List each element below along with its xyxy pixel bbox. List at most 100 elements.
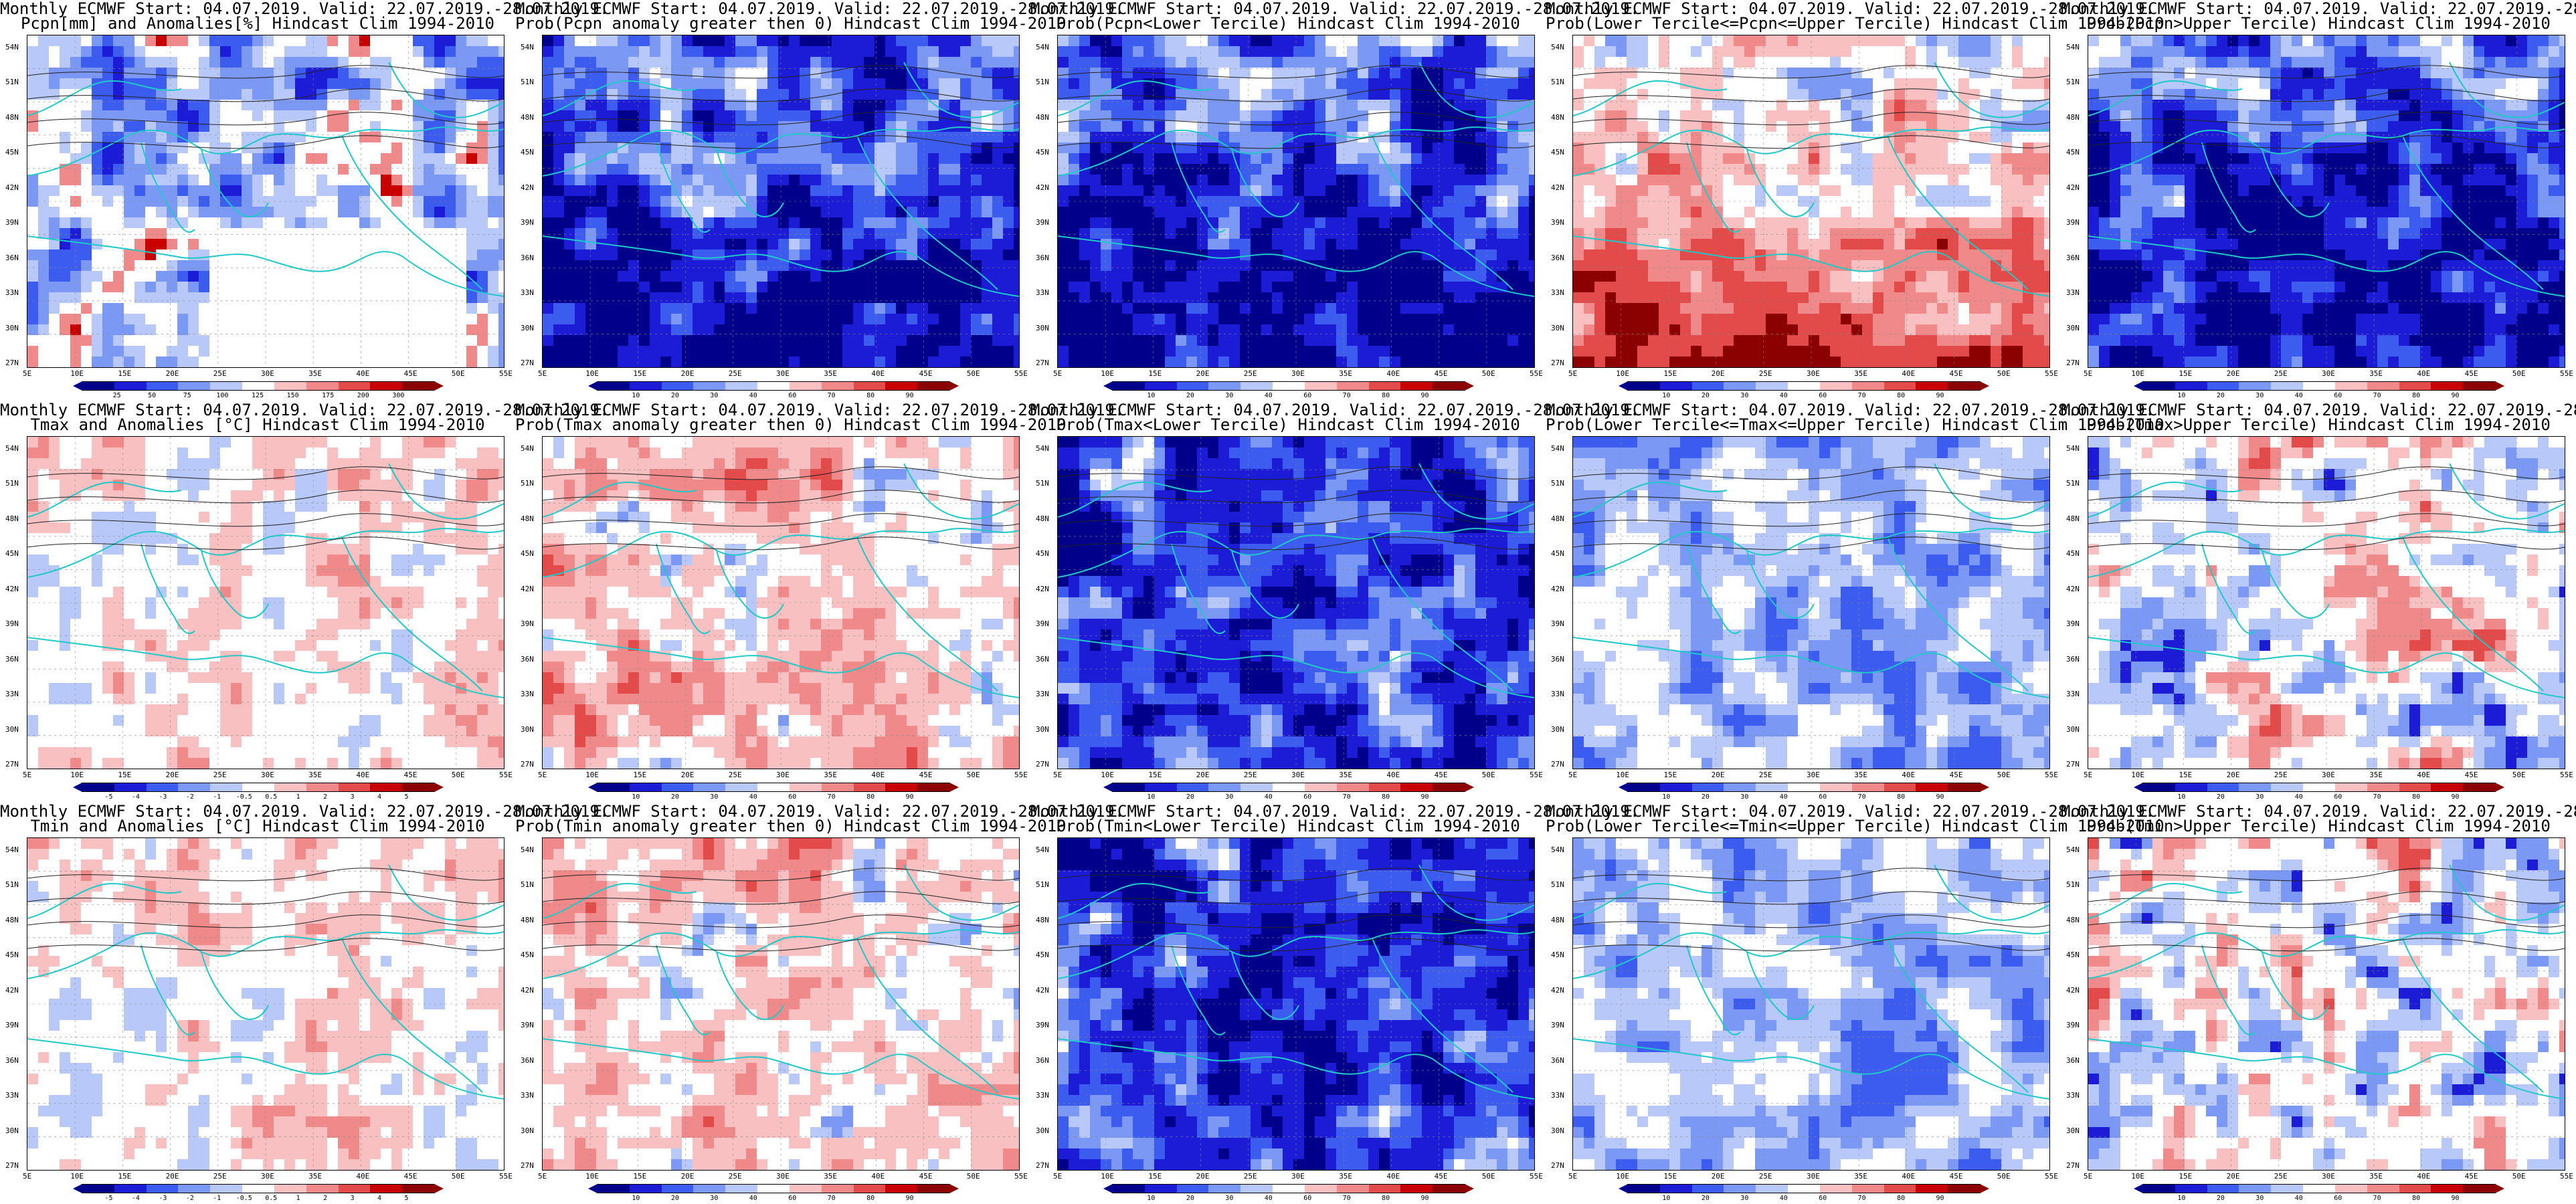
- panel-title-line1: Monthly ECMWF Start: 04.07.2019. Valid: …: [1030, 803, 1639, 820]
- longitude-label: 30E: [776, 771, 790, 779]
- colorbar-tick-label: 60: [2334, 392, 2342, 399]
- colorbar-tick-label: 90: [906, 1195, 914, 1202]
- longitude-label: 5E: [1568, 771, 1577, 779]
- latitude-label: 54N: [521, 444, 534, 453]
- latitude-label: 54N: [521, 845, 534, 854]
- colorbar-tick-label: 10: [1147, 1195, 1155, 1202]
- latitude-label: 45N: [5, 148, 19, 157]
- colorbar-swatch: [2367, 1185, 2399, 1193]
- latitude-label: 42N: [1036, 183, 1049, 192]
- colorbar-swatch: [821, 783, 854, 791]
- panel-title-line2: Prob(Tmax anomaly greater then 0) Hindca…: [515, 416, 1067, 433]
- colorbar-swatch: [2431, 1185, 2464, 1193]
- panel-title-line1: Monthly ECMWF Start: 04.07.2019. Valid: …: [2061, 401, 2576, 419]
- latitude-label: 30N: [521, 1126, 534, 1135]
- longitude-label: 25E: [213, 369, 227, 378]
- panel-title-line1: Monthly ECMWF Start: 04.07.2019. Valid: …: [515, 0, 1124, 17]
- longitude-label: 5E: [538, 1172, 547, 1181]
- colorbar-tick-label: 60: [1303, 392, 1311, 399]
- latitude-label: 39N: [521, 619, 534, 628]
- colorbar-swatch: [402, 783, 434, 791]
- latitude-label: 39N: [5, 1021, 19, 1029]
- latitude-label: 33N: [521, 288, 534, 297]
- panel-title-line1: Monthly ECMWF Start: 04.07.2019. Valid: …: [1546, 401, 2154, 419]
- forecast-map: [27, 436, 504, 769]
- map-panel: Monthly ECMWF Start: 04.07.2019. Valid: …: [1030, 0, 1639, 401]
- forecast-map: [1057, 35, 1535, 368]
- longitude-label: 15E: [633, 771, 646, 779]
- latitude-label: 36N: [2066, 655, 2080, 664]
- longitude-label: 5E: [1568, 1172, 1577, 1181]
- latitude-label: 27N: [2066, 1161, 2080, 1170]
- latitude-label: 54N: [1036, 845, 1049, 854]
- colorbar-swatch: [242, 1185, 274, 1193]
- colorbar-swatch: [338, 1185, 371, 1193]
- latitude-label: 42N: [1551, 585, 1564, 593]
- forecast-map: [2088, 35, 2565, 368]
- colorbar-left-arrow: [1103, 1184, 1113, 1193]
- latitude-label: 42N: [1551, 986, 1564, 995]
- colorbar-tick-label: 80: [2412, 793, 2420, 801]
- colorbar-tick-label: 125: [252, 392, 264, 399]
- panel-title-line2: Tmax and Anomalies [°C] Hindcast Clim 19…: [0, 416, 515, 433]
- colorbar-tick-label: 70: [1343, 1195, 1351, 1202]
- panel-title-line1: Monthly ECMWF Start: 04.07.2019. Valid: …: [2061, 0, 2576, 17]
- colorbar-tick-label: 70: [828, 1195, 836, 1202]
- colorbar-swatch: [1691, 1185, 1724, 1193]
- latitude-label: 27N: [2066, 359, 2080, 367]
- latitude-label: 54N: [1551, 43, 1564, 52]
- colorbar-swatch: [2334, 382, 2367, 390]
- longitude-label: 35E: [1339, 1172, 1352, 1181]
- longitude-label: 25E: [2274, 771, 2288, 779]
- longitude-label: 20E: [166, 771, 179, 779]
- latitude-label: 36N: [2066, 1056, 2080, 1065]
- colorbar-swatch: [2334, 783, 2367, 791]
- latitude-label: 45N: [2066, 549, 2080, 558]
- map-panel: Monthly ECMWF Start: 04.07.2019. Valid: …: [0, 0, 609, 401]
- longitude-label: 50E: [452, 1172, 465, 1181]
- colorbar-tick-label: 10: [1662, 392, 1670, 399]
- colorbar-tick-label: 80: [1382, 793, 1390, 801]
- colorbar-tick-label: 20: [671, 793, 679, 801]
- colorbar-swatch: [210, 382, 243, 390]
- colorbar-right-arrow: [949, 1184, 959, 1193]
- longitude-label: 50E: [1482, 771, 1495, 779]
- longitude-label: 25E: [1759, 1172, 1772, 1181]
- colorbar-swatch: [1113, 382, 1145, 390]
- colorbar-tick-label: 1: [296, 793, 300, 801]
- latitude-label: 48N: [1036, 916, 1049, 924]
- colorbar-tick-label: 30: [1225, 793, 1233, 801]
- colorbar-swatch: [597, 783, 630, 791]
- longitude-label: 40E: [2417, 1172, 2430, 1181]
- colorbar-tick-label: 10: [2177, 793, 2185, 801]
- colorbar-tick-label: -1: [213, 1195, 221, 1202]
- colorbar-tick-label: 30: [1225, 392, 1233, 399]
- colorbar: [1619, 783, 1989, 792]
- longitude-label: 25E: [1244, 369, 1257, 378]
- colorbar-swatch: [306, 783, 339, 791]
- colorbar-tick-label: 4: [377, 793, 381, 801]
- latitude-label: 33N: [2066, 288, 2080, 297]
- longitude-label: 25E: [1244, 1172, 1257, 1181]
- colorbar-tick-label: 20: [671, 392, 679, 399]
- longitude-label: 15E: [1663, 771, 1677, 779]
- longitude-label: 25E: [213, 1172, 227, 1181]
- colorbar-tick-label: 60: [1819, 392, 1827, 399]
- longitude-label: 30E: [1291, 369, 1305, 378]
- latitude-label: 39N: [5, 218, 19, 227]
- colorbar-swatch: [2271, 783, 2304, 791]
- colorbar-right-arrow: [434, 1184, 444, 1193]
- colorbar-tick-label: 90: [1421, 1195, 1429, 1202]
- longitude-label: 40E: [871, 771, 885, 779]
- longitude-label: 5E: [538, 369, 547, 378]
- colorbar-swatch: [1176, 783, 1209, 791]
- colorbar-swatch: [2431, 783, 2464, 791]
- latitude-label: 51N: [521, 78, 534, 86]
- colorbar-swatch: [242, 382, 274, 390]
- colorbar-swatch: [1400, 1185, 1433, 1193]
- panel-title-line2: Prob(Tmax<Lower Tercile) Hindcast Clim 1…: [1030, 416, 1546, 433]
- colorbar-left-arrow: [2134, 783, 2143, 792]
- latitude-label: 30N: [1551, 1126, 1564, 1135]
- colorbar-tick-label: 80: [2412, 1195, 2420, 1202]
- colorbar-tick-label: 80: [1897, 1195, 1905, 1202]
